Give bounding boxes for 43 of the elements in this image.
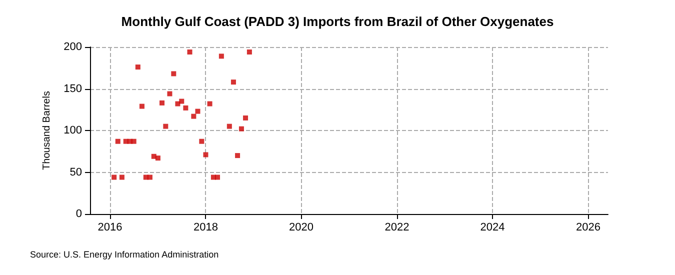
point <box>167 91 172 96</box>
y-tick-label: 200 <box>64 41 82 53</box>
x-tick-label: 2016 <box>98 222 122 234</box>
chart-title: Monthly Gulf Coast (PADD 3) Imports from Brazil of Other Oxygenates <box>121 14 554 29</box>
point <box>131 138 136 144</box>
point <box>207 101 212 106</box>
y-axis-title: Thousand Barrels <box>42 91 52 170</box>
point <box>195 108 200 114</box>
point <box>119 174 124 180</box>
point <box>203 152 208 158</box>
point <box>147 174 152 180</box>
point <box>238 126 244 132</box>
point <box>199 138 204 144</box>
point <box>139 104 144 109</box>
point <box>235 153 240 158</box>
point <box>155 156 160 161</box>
point <box>135 64 140 70</box>
point <box>115 138 120 144</box>
source-note: Source: U.S. Energy Information Administration <box>30 250 219 260</box>
y-tick-label: 0 <box>76 208 82 220</box>
point <box>246 50 252 55</box>
point <box>179 98 184 104</box>
x-tick-label: 2020 <box>289 222 314 234</box>
x-tick-label: 2022 <box>384 222 410 234</box>
point <box>218 54 224 59</box>
point <box>171 71 176 76</box>
point <box>230 80 236 85</box>
point <box>243 115 248 120</box>
point <box>187 50 192 55</box>
y-tick-label: 150 <box>64 82 82 95</box>
point <box>163 124 168 129</box>
point <box>175 101 180 106</box>
point <box>183 105 188 110</box>
point <box>215 174 220 180</box>
x-tick-label: 2018 <box>193 222 218 234</box>
x-tick-label: 2026 <box>576 222 600 234</box>
point <box>226 124 232 129</box>
point <box>160 100 164 106</box>
y-tick-label: 100 <box>64 124 82 136</box>
point <box>112 174 117 180</box>
x-tick-label: 2024 <box>480 222 505 234</box>
point <box>191 114 196 119</box>
y-tick-label: 50 <box>70 166 82 178</box>
